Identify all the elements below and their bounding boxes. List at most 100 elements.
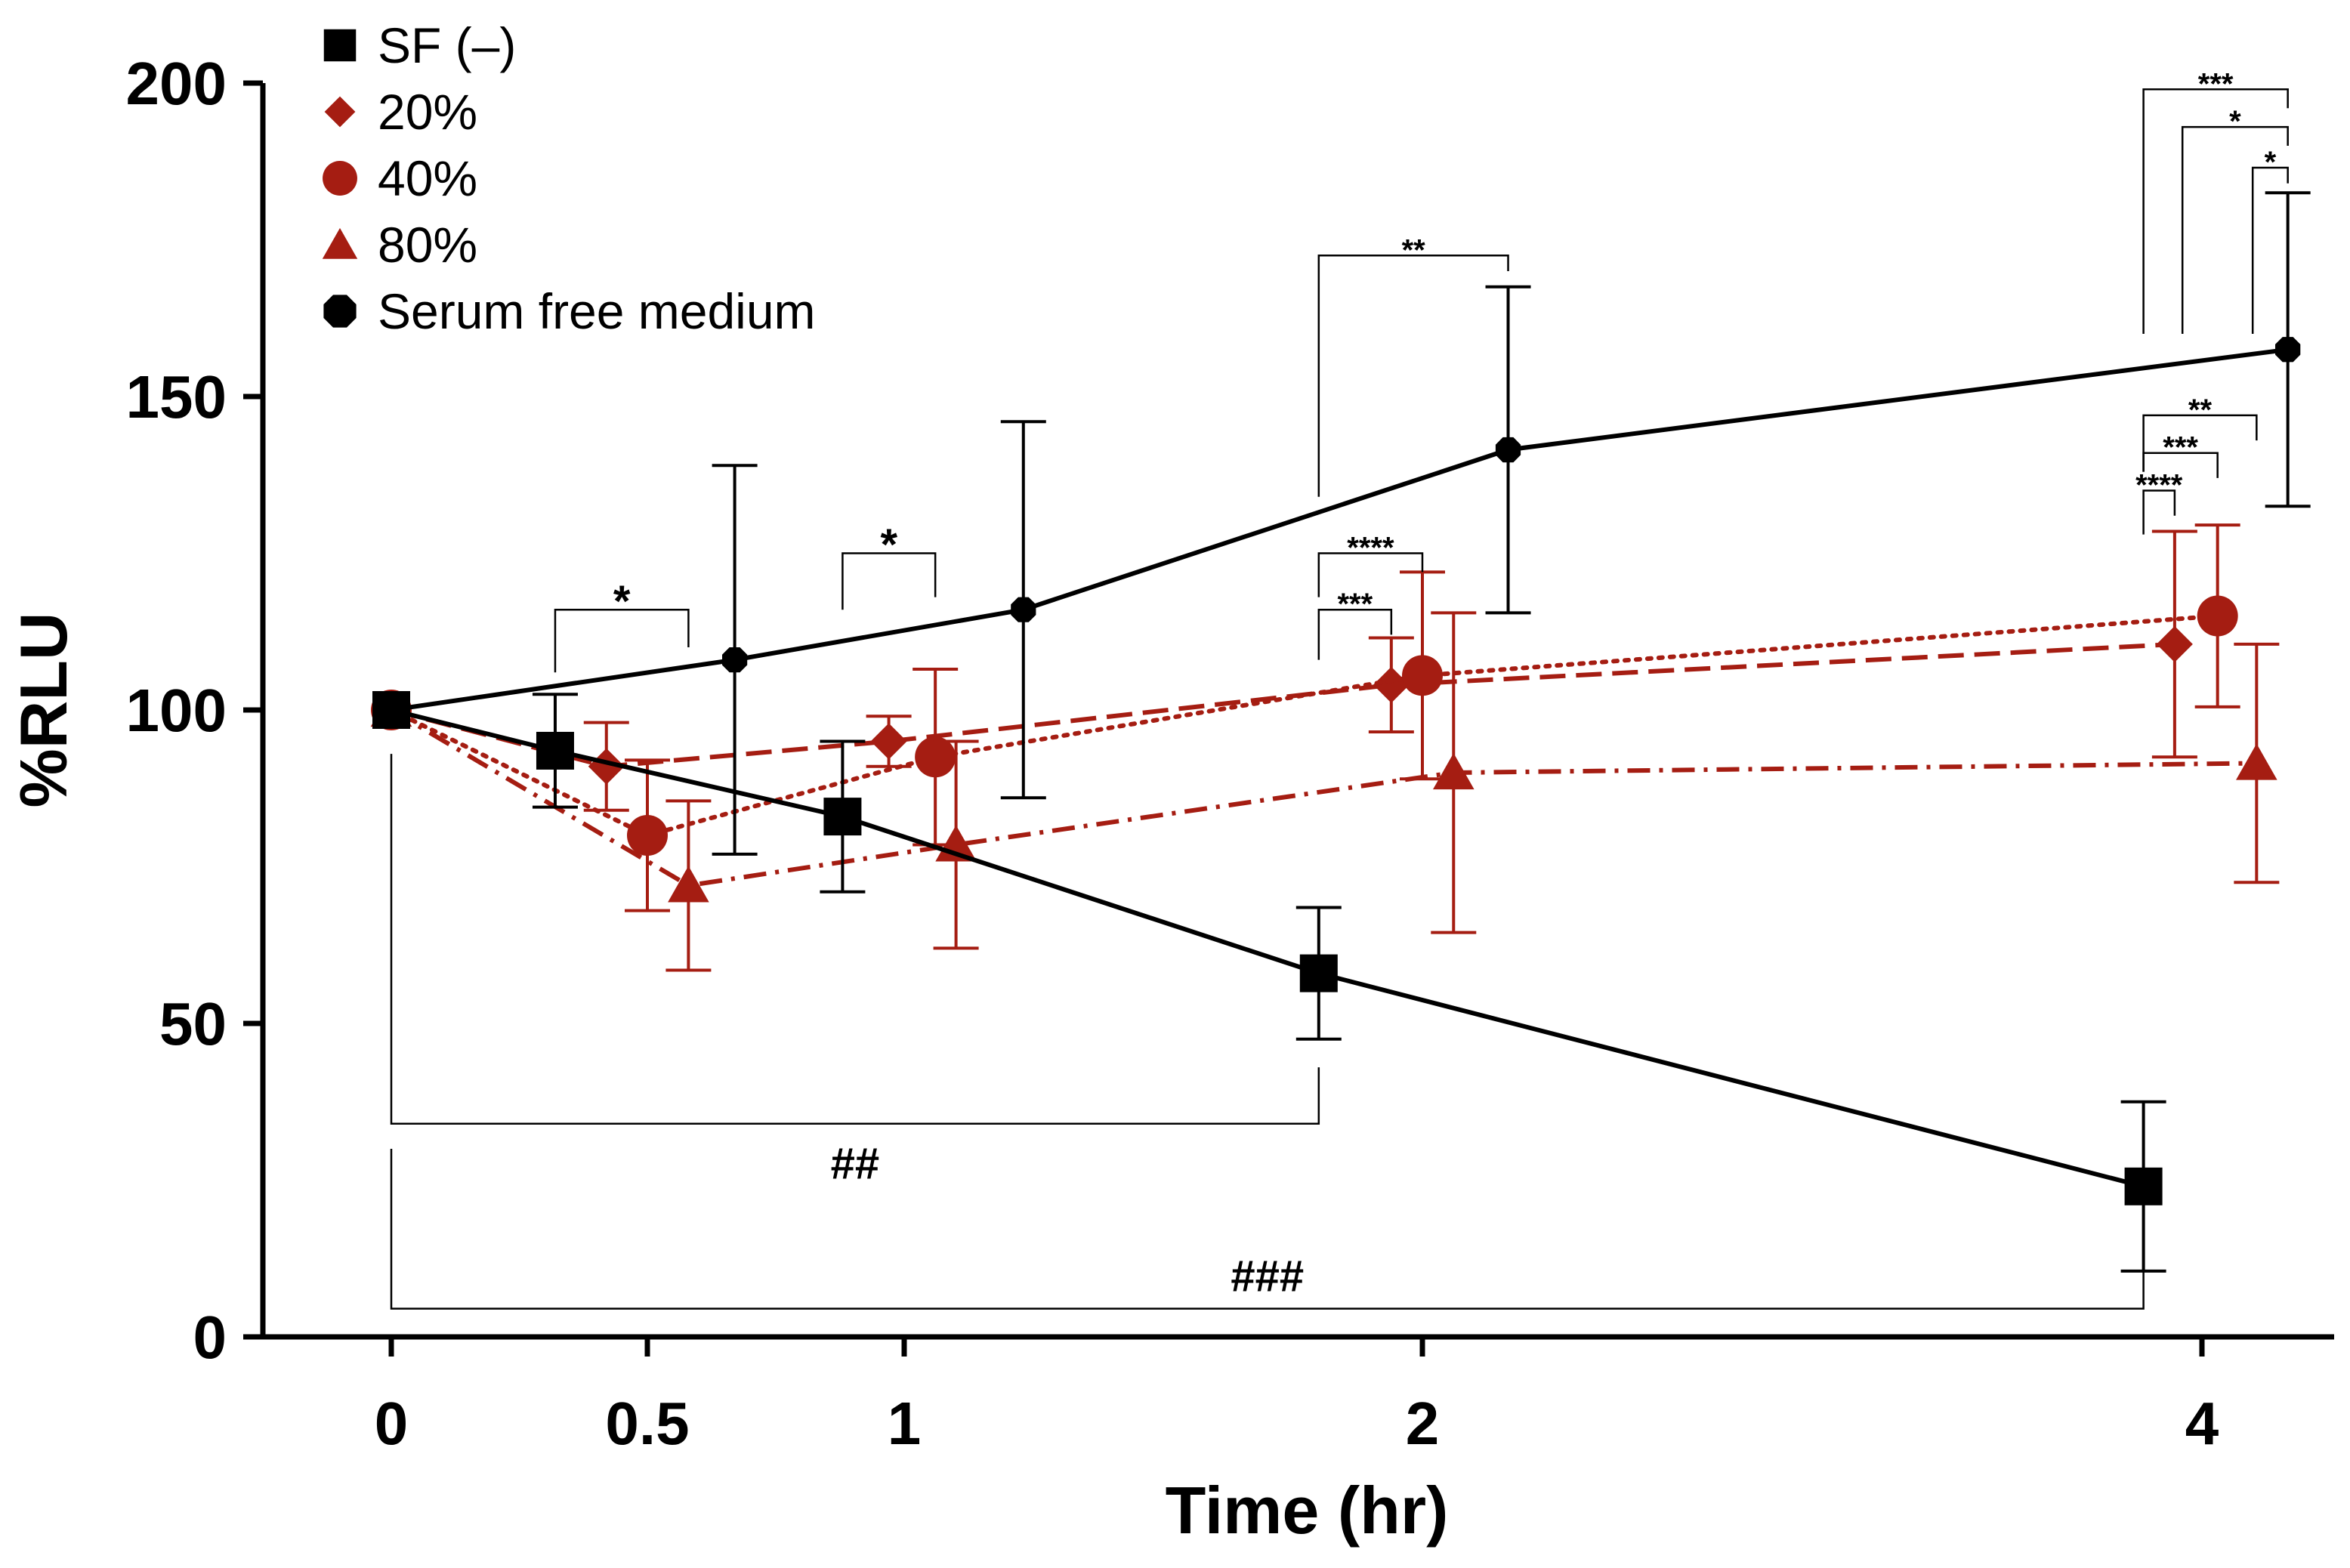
significance-label: ** bbox=[2188, 394, 2213, 427]
significance-label: * bbox=[613, 577, 631, 626]
bracket-line bbox=[390, 1149, 2145, 1310]
bracket-line bbox=[2142, 452, 2219, 478]
legend-label: SF (–) bbox=[378, 17, 516, 73]
legend-item: SF (–) bbox=[323, 17, 516, 73]
series-circle bbox=[371, 523, 2240, 912]
significance-label: * bbox=[880, 520, 897, 569]
data-point bbox=[378, 697, 404, 723]
significance-label: *** bbox=[2163, 431, 2198, 465]
significance-bracket: **** bbox=[1317, 532, 1424, 597]
y-axis-label: %RLU bbox=[6, 612, 81, 807]
axes bbox=[260, 83, 2334, 1340]
significance-bracket: *** bbox=[1317, 588, 1393, 660]
bracket-line bbox=[2142, 414, 2258, 472]
x-tick-label: 4 bbox=[2185, 1390, 2219, 1457]
data-point bbox=[2236, 743, 2277, 780]
data-point bbox=[1011, 597, 1036, 622]
x-tick-label: 2 bbox=[1406, 1390, 1440, 1457]
legend-label: 20% bbox=[378, 84, 477, 140]
y-tick-label: 0 bbox=[193, 1304, 227, 1371]
bracket-line bbox=[1317, 552, 1424, 597]
significance-bracket: **** bbox=[2135, 469, 2183, 535]
significance-bracket: * bbox=[554, 577, 690, 673]
legend-marker bbox=[323, 295, 357, 328]
series-octagon bbox=[378, 191, 2311, 856]
series-square bbox=[372, 691, 2166, 1273]
significance-label: *** bbox=[1337, 588, 1373, 621]
annotation-layer: *************************##### bbox=[390, 67, 2289, 1310]
data-point bbox=[823, 798, 862, 836]
data-point bbox=[2275, 337, 2301, 363]
legend-item: 40% bbox=[323, 150, 477, 206]
data-point bbox=[536, 731, 574, 770]
y-tick-label: 100 bbox=[126, 677, 227, 744]
bracket-line bbox=[390, 754, 1320, 1125]
data-point bbox=[2124, 1167, 2163, 1205]
legend-marker bbox=[323, 29, 357, 62]
bracket-line bbox=[554, 608, 690, 673]
significance-bracket: ### bbox=[390, 1149, 2145, 1310]
significance-bracket: *** bbox=[2142, 431, 2219, 478]
significance-label: * bbox=[2229, 105, 2241, 138]
y-ticks: 0 50 100 150 200 bbox=[126, 50, 263, 1371]
bracket-line bbox=[1317, 608, 1393, 660]
significance-label: * bbox=[2265, 146, 2277, 179]
x-ticks: 0 0.5 1 2 4 bbox=[375, 1337, 2219, 1457]
bracket-line bbox=[2251, 166, 2289, 334]
series-line bbox=[391, 708, 2145, 1189]
data-point bbox=[1299, 954, 1338, 992]
x-tick-label: 0 bbox=[375, 1390, 409, 1457]
significance-label: ## bbox=[831, 1139, 880, 1188]
series-layer bbox=[370, 191, 2311, 1273]
data-point bbox=[627, 815, 668, 856]
significance-bracket: *** bbox=[2142, 67, 2289, 334]
bracket-line bbox=[2142, 88, 2289, 334]
y-tick-label: 50 bbox=[159, 990, 227, 1057]
bracket-line bbox=[2142, 489, 2176, 535]
data-point bbox=[668, 866, 709, 903]
legend-item: 80% bbox=[322, 217, 477, 273]
significance-bracket: * bbox=[841, 520, 937, 610]
bracket-line bbox=[1317, 255, 1509, 497]
legend-label: 80% bbox=[378, 217, 477, 273]
data-point bbox=[1495, 437, 1521, 463]
significance-label: **** bbox=[2135, 469, 2183, 502]
legend: SF (–) 20% 40% 80% Serum free medium bbox=[322, 17, 816, 339]
series-line bbox=[389, 613, 2220, 838]
series-line bbox=[391, 641, 2176, 769]
significance-label: *** bbox=[2198, 67, 2234, 100]
y-tick-label: 200 bbox=[126, 50, 227, 117]
data-point bbox=[2197, 595, 2238, 637]
legend-label: Serum free medium bbox=[378, 283, 816, 339]
significance-label: ** bbox=[1402, 233, 1426, 267]
series-line bbox=[390, 708, 2257, 888]
data-point bbox=[1373, 666, 1410, 703]
legend-item: Serum free medium bbox=[323, 283, 816, 339]
legend-item: 20% bbox=[324, 84, 477, 140]
x-axis-label: Time (hr) bbox=[1166, 1473, 1449, 1548]
y-tick-label: 150 bbox=[126, 363, 227, 431]
series-triangle bbox=[370, 611, 2280, 972]
data-point bbox=[870, 723, 907, 760]
x-tick-label: 0.5 bbox=[605, 1390, 689, 1457]
bracket-line bbox=[841, 552, 937, 610]
significance-bracket: ## bbox=[390, 754, 1320, 1188]
legend-marker bbox=[324, 96, 356, 128]
legend-marker bbox=[323, 161, 357, 196]
legend-label: 40% bbox=[378, 150, 477, 206]
data-point bbox=[1432, 753, 1475, 790]
significance-label: ### bbox=[1231, 1252, 1304, 1301]
significance-bracket: ** bbox=[1317, 233, 1509, 497]
significance-bracket: * bbox=[2181, 105, 2289, 334]
significance-label: **** bbox=[1347, 532, 1394, 565]
data-point bbox=[588, 748, 625, 785]
x-tick-label: 1 bbox=[888, 1390, 922, 1457]
significance-bracket: * bbox=[2251, 146, 2289, 334]
legend-marker bbox=[322, 227, 358, 259]
data-point bbox=[915, 736, 956, 778]
data-point bbox=[1402, 655, 1443, 696]
data-point bbox=[2156, 625, 2193, 662]
significance-bracket: ** bbox=[2142, 394, 2258, 472]
data-point bbox=[722, 647, 748, 673]
